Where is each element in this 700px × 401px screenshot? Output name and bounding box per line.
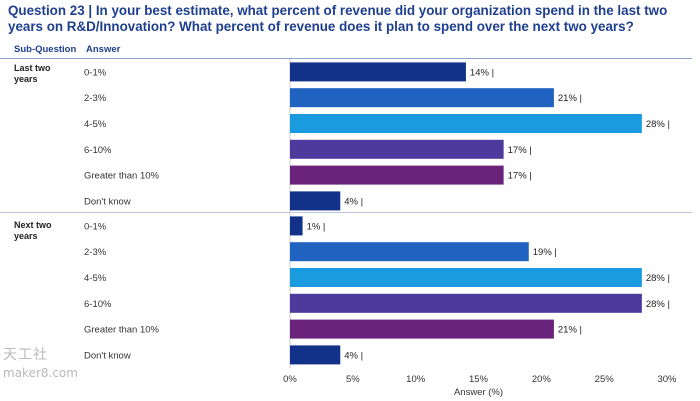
category-label-greater-than-10: Greater than 10%	[84, 325, 160, 336]
bar-next-two-years-2-3	[290, 242, 529, 262]
category-label-greater-than-10: Greater than 10%	[84, 171, 160, 182]
category-label-4-5: 4-5%	[84, 119, 107, 130]
header-divider	[0, 58, 692, 59]
group-label-last-two-years: Last two years	[14, 63, 51, 84]
bar-next-two-years-greater-than-10	[290, 319, 554, 339]
group-label-next-two-years: Next two years	[14, 220, 52, 241]
bar-next-two-years-6-10	[290, 293, 642, 313]
bar-last-two-years-4-5	[290, 114, 642, 133]
column-header-row: Sub-Question Answer	[0, 42, 692, 58]
category-label-2-3: 2-3%	[84, 93, 107, 104]
bar-last-two-years-0-1	[290, 62, 466, 82]
x-tick-label: 30%	[657, 374, 677, 385]
group-divider	[0, 212, 692, 213]
x-tick-label: 10%	[406, 374, 426, 385]
data-label-last-two-years-don-t-know: 4% |	[344, 196, 363, 207]
data-label-last-two-years-2-3: 21% |	[558, 93, 582, 104]
category-label-6-10: 6-10%	[84, 299, 112, 310]
x-axis-title: Answer (%)	[454, 387, 503, 398]
x-tick-label: 25%	[595, 374, 615, 385]
category-label-0-1: 0-1%	[84, 221, 107, 232]
data-label-next-two-years-4-5: 28% |	[646, 273, 670, 284]
bar-next-two-years-4-5	[290, 268, 642, 287]
data-label-last-two-years-6-10: 17% |	[508, 145, 532, 156]
x-tick-label: 0%	[283, 374, 297, 385]
data-label-last-two-years-0-1: 14% |	[470, 67, 494, 78]
data-label-last-two-years-4-5: 28% |	[646, 119, 670, 130]
watermark-logo-text: 天工社	[3, 347, 48, 363]
category-label-0-1: 0-1%	[84, 67, 107, 78]
x-tick-label: 15%	[469, 374, 489, 385]
data-label-next-two-years-0-1: 1% |	[307, 221, 326, 232]
watermark-url: maker8.com	[3, 366, 78, 380]
bar-last-two-years-2-3	[290, 88, 554, 108]
bar-last-two-years-6-10	[290, 139, 504, 159]
bar-last-two-years-greater-than-10	[290, 165, 504, 185]
chart-title: Question 23 | In your best estimate, wha…	[8, 3, 668, 34]
category-label-don-t-know: Don't know	[84, 350, 131, 361]
data-label-last-two-years-greater-than-10: 17% |	[508, 171, 532, 182]
category-label-don-t-know: Don't know	[84, 196, 131, 207]
sub-question-header: Sub-Question	[14, 44, 77, 55]
bar-next-two-years-0-1	[290, 216, 303, 236]
answer-header: Answer	[86, 44, 121, 55]
x-tick-label: 5%	[346, 374, 360, 385]
data-label-next-two-years-don-t-know: 4% |	[344, 350, 363, 361]
x-tick-label: 20%	[532, 374, 552, 385]
bar-next-two-years-don-t-know	[290, 345, 341, 365]
data-label-next-two-years-2-3: 19% |	[533, 247, 557, 258]
bar-last-two-years-don-t-know	[290, 191, 341, 211]
category-label-4-5: 4-5%	[84, 273, 107, 284]
data-label-next-two-years-greater-than-10: 21% |	[558, 325, 582, 336]
category-label-2-3: 2-3%	[84, 247, 107, 258]
category-label-6-10: 6-10%	[84, 145, 112, 156]
data-label-next-two-years-6-10: 28% |	[646, 299, 670, 310]
